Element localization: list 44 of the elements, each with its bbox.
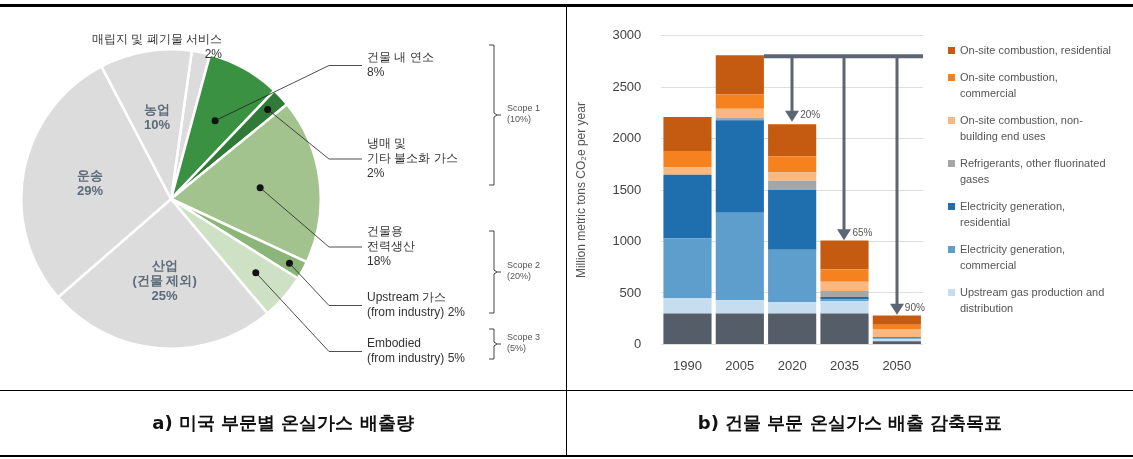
text: Scope 3 (5%) xyxy=(507,332,541,354)
x-tick-label: 2050 xyxy=(882,357,912,373)
legend-label: On-site combustion, residential xyxy=(960,43,1112,58)
text: a) 미국 부문별 온실가스 배출량 xyxy=(151,411,415,435)
slice-label: 운송 xyxy=(77,167,104,183)
annotation: 20% xyxy=(800,108,821,120)
slice-label: 산업 (건물 제외) xyxy=(132,257,197,288)
slice-label: Embodied (from industry) 5% xyxy=(367,336,466,366)
legend-label: Refrigerants, other fluorinated gases xyxy=(960,156,1107,187)
annotation: 90% xyxy=(904,301,925,313)
x-tick-label: 2035 xyxy=(830,357,859,373)
legend-label: Upstream gas production and distribution xyxy=(960,285,1106,316)
x-tick-label: 2020 xyxy=(777,357,807,373)
y-tick-label: 0 xyxy=(634,335,642,351)
text: Scope 2 (20%) xyxy=(507,260,541,282)
data-label: 2% xyxy=(204,47,223,62)
y-tick-label: 3000 xyxy=(612,27,642,43)
y-axis-title: Million metric tons CO₂e per year xyxy=(573,102,588,279)
y-tick-label: 1000 xyxy=(612,233,642,249)
legend-label: On-site combustion, non-building end uses xyxy=(960,113,1084,144)
data-label: 8% xyxy=(367,65,385,80)
annotation: 65% xyxy=(852,227,873,239)
slice-label: 매립지 및 폐기물 서비스 xyxy=(91,32,222,47)
legend-label: Electricity generation, residential xyxy=(960,199,1067,230)
slice-label: 건물용 전력생산 xyxy=(367,224,415,254)
text: b) 건물 부문 온실가스 배출 감축목표 xyxy=(696,411,1004,435)
y-tick-label: 2000 xyxy=(612,130,642,146)
legend-label: Electricity generation, commercial xyxy=(960,242,1067,273)
y-tick-label: 500 xyxy=(619,284,642,300)
data-label: 10% xyxy=(143,116,171,132)
data-label: 18% xyxy=(367,254,392,269)
text: Scope 1 (10%) xyxy=(507,103,541,125)
x-tick-label: 1990 xyxy=(673,357,702,373)
y-tick-label: 2500 xyxy=(612,78,642,94)
slice-label: 건물 내 연소 xyxy=(367,50,434,65)
data-label: 25% xyxy=(151,287,179,303)
slice-label: Upstream 가스 (from industry) 2% xyxy=(367,290,466,320)
data-label: 2% xyxy=(367,166,385,181)
legend-label: On-site combustion, commercial xyxy=(960,70,1059,101)
slice-label: 농업 xyxy=(143,101,170,117)
x-tick-label: 2005 xyxy=(725,357,755,373)
data-label: 29% xyxy=(77,182,104,198)
slice-label: 냉매 및 기타 불소화 가스 xyxy=(367,136,458,166)
y-tick-label: 1500 xyxy=(612,181,642,197)
